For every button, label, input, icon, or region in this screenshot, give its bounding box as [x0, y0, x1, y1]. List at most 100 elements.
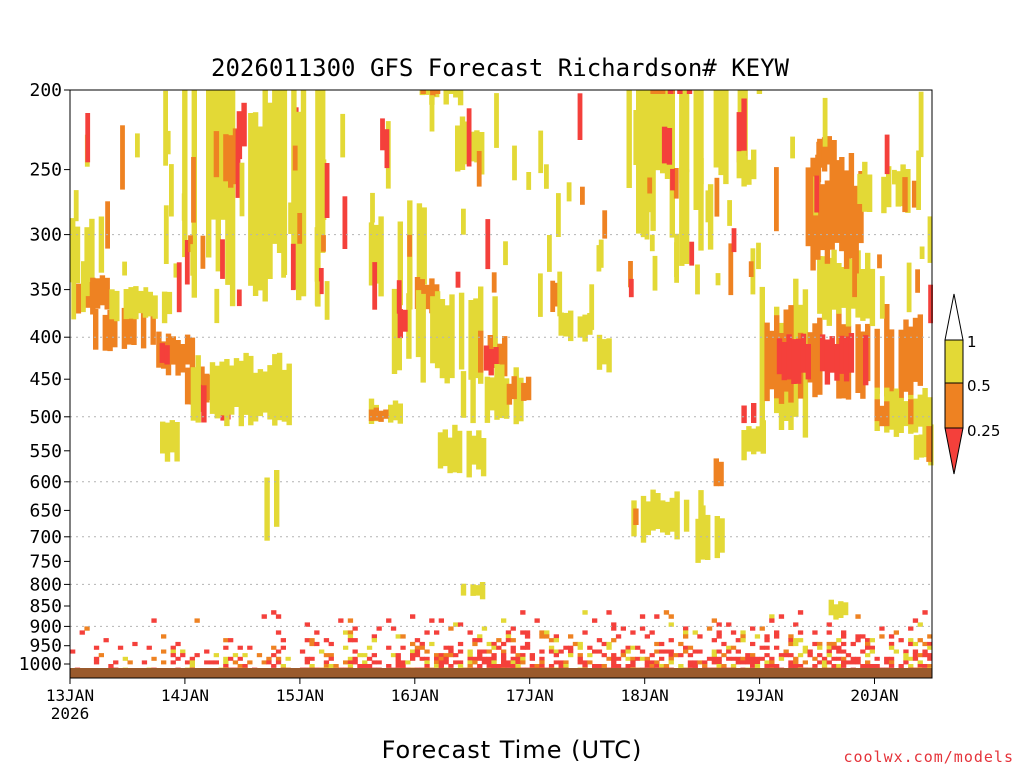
ri-cell-R [912, 653, 919, 658]
ri-cell-R [716, 656, 722, 661]
ri-cell-R [639, 649, 646, 654]
ri-cell-R [865, 664, 871, 668]
ri-cell-Y [692, 630, 698, 635]
ri-cell-R [275, 660, 282, 665]
ri-cell-Y [499, 364, 505, 419]
ri-cell-O [223, 134, 229, 182]
ri-cell-R [735, 660, 741, 665]
ri-cell-R [654, 614, 660, 619]
ri-cell-Y [366, 645, 373, 650]
ri-cell-R [898, 638, 904, 643]
ri-cell-R [491, 653, 497, 658]
ri-cell-Y [755, 426, 762, 452]
ri-cell-R [93, 660, 100, 665]
ri-cell-O [839, 157, 845, 252]
ri-cell-Y [264, 477, 270, 541]
ri-cell-Y [70, 218, 76, 283]
ri-cell-O [580, 186, 585, 205]
ri-cell-R [457, 660, 464, 665]
ri-cell-R [615, 634, 622, 639]
ri-cell-R [396, 280, 402, 314]
ri-cell-O [793, 656, 799, 661]
ri-cell-R [888, 641, 895, 647]
ri-cell-O [156, 331, 162, 368]
ri-cell-R [807, 653, 813, 658]
ri-cell-R [659, 641, 665, 647]
ri-cell-Y [224, 359, 230, 427]
ri-cell-R [649, 660, 655, 665]
ri-cell-Y [169, 164, 174, 217]
ri-cell-Y [314, 281, 320, 306]
ri-cell-R [730, 656, 737, 661]
ri-cell-R [601, 653, 607, 658]
ri-cell-O [654, 649, 660, 654]
ri-cell-Y [370, 192, 375, 223]
ri-cell-Y [865, 252, 871, 319]
ri-cell-Y [865, 653, 871, 658]
ri-cell-Y [908, 664, 914, 668]
ri-cell-O [550, 280, 556, 312]
ri-cell-Y [596, 245, 602, 272]
ri-cell-Y [764, 660, 770, 665]
ri-cell-Y [917, 660, 923, 665]
ri-cell-R [687, 653, 694, 658]
ri-cell-O [126, 307, 132, 345]
ri-cell-O [539, 630, 545, 635]
ri-cell-Y [437, 432, 444, 469]
ri-cell-Y [368, 222, 375, 286]
ri-cell-O [323, 664, 330, 668]
ri-cell-R [501, 656, 507, 661]
ri-cell-R [850, 641, 856, 647]
ri-cell-Y [797, 653, 804, 658]
ri-cell-O [161, 649, 167, 654]
ri-cell-R [384, 129, 390, 169]
ri-cell-R [903, 660, 909, 665]
ri-cell-R [338, 618, 344, 623]
ri-cell-Y [476, 430, 482, 470]
ri-cell-R [438, 618, 444, 623]
ri-cell-Y [683, 90, 690, 173]
ri-cell-R [414, 649, 421, 654]
ri-cell-Y [903, 401, 909, 427]
ri-cell-Y [477, 634, 483, 639]
ri-cell-Y [453, 622, 459, 627]
ri-cell-R [220, 239, 225, 279]
ri-cell-O [888, 329, 895, 395]
ri-cell-R [539, 664, 545, 668]
ri-cell-Y [170, 649, 176, 654]
ri-cell-R [836, 656, 842, 661]
ri-cell-Y [460, 583, 467, 596]
ri-cell-O [261, 660, 267, 665]
ri-cell-R [735, 638, 741, 643]
ri-cell-Y [836, 263, 842, 314]
ri-cell-Y [347, 664, 354, 668]
ri-cell-R [429, 618, 435, 623]
ri-cell-Y [501, 618, 507, 623]
x-tick-label: 19JAN [736, 686, 784, 705]
y-tick-label: 1000 [19, 654, 62, 675]
ri-cell-Y [714, 516, 720, 559]
ri-cell-Y [538, 130, 544, 174]
ri-cell-Y [544, 164, 549, 189]
ri-cell-Y [845, 256, 852, 327]
ri-cell-Y [760, 420, 766, 454]
ri-cell-Y [821, 256, 828, 320]
ri-cell-R [510, 664, 516, 668]
ri-cell-R [677, 90, 683, 94]
ri-cell-R [241, 102, 247, 147]
ri-cell-O [730, 645, 737, 650]
legend-label: 0.5 [967, 377, 991, 395]
ri-cell-O [927, 664, 933, 668]
ri-cell-R [505, 638, 512, 643]
ri-cell-R [735, 649, 741, 654]
ri-cell-Y [869, 649, 875, 654]
ri-cell-O [879, 405, 885, 427]
ri-cell-O [486, 649, 492, 654]
ri-cell-Y [821, 660, 828, 665]
ri-cell-R [716, 660, 722, 665]
ri-cell-R [841, 630, 847, 635]
ri-cell-Y [229, 365, 235, 415]
y-tick-label: 300 [29, 225, 62, 246]
ri-cell-O [764, 322, 770, 402]
ri-cell-Y [817, 645, 823, 650]
